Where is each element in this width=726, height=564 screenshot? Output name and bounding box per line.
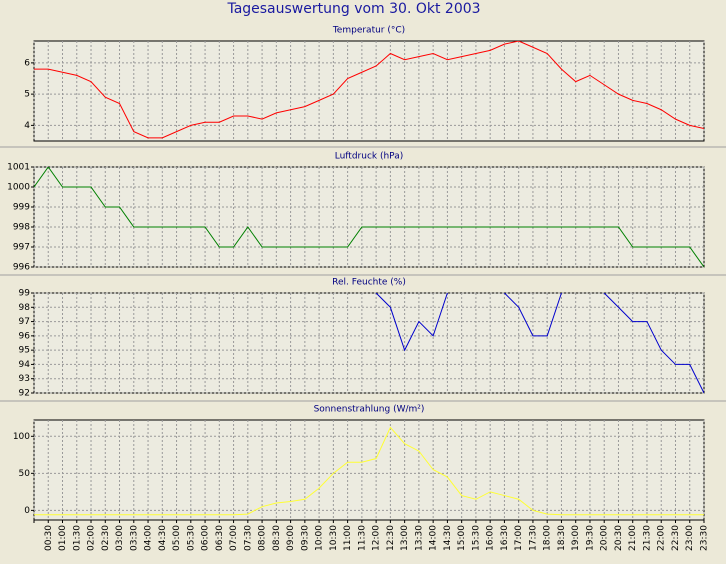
x-tick-label: 22:30 <box>671 525 681 551</box>
x-tick-label: 16:30 <box>500 525 510 551</box>
y-tick-label: 92 <box>19 389 30 399</box>
x-tick-label: 12:30 <box>386 525 396 551</box>
x-tick-label: 15:30 <box>471 525 481 551</box>
x-tick-label: 17:00 <box>514 525 524 551</box>
x-tick-label: 11:30 <box>357 525 367 551</box>
y-tick-label: 100 <box>13 432 30 442</box>
y-tick-label: 98 <box>19 303 31 313</box>
data-line <box>34 426 704 516</box>
y-tick-label: 50 <box>19 469 31 479</box>
chart-title: Rel. Feuchte (%) <box>332 278 406 288</box>
x-tick-label: 23:00 <box>685 525 695 551</box>
x-tick-label: 06:00 <box>201 525 211 551</box>
x-tick-label: 22:00 <box>657 525 667 551</box>
y-tick-label: 97 <box>19 317 30 327</box>
x-tick-label: 14:00 <box>429 525 439 551</box>
x-tick-label: 17:30 <box>528 525 538 551</box>
x-tick-label: 05:30 <box>186 525 196 551</box>
page-title: Tagesauswertung vom 30. Okt 2003 <box>226 1 480 17</box>
y-tick-label: 998 <box>13 223 30 233</box>
x-tick-label: 18:00 <box>543 525 553 551</box>
x-tick-label: 11:00 <box>343 525 353 551</box>
y-tick-label: 5 <box>24 90 30 100</box>
plot-area <box>33 419 705 521</box>
chart-title: Luftdruck (hPa) <box>335 152 404 162</box>
x-tick-label: 07:00 <box>229 525 239 551</box>
y-tick-label: 96 <box>19 331 31 341</box>
y-tick-label: 94 <box>19 360 31 370</box>
x-tick-label: 09:00 <box>286 525 296 551</box>
y-tick-label: 99 <box>19 289 31 299</box>
x-tick-label: 18:30 <box>557 525 567 551</box>
x-tick-label: 23:30 <box>700 525 710 551</box>
data-line <box>34 167 704 267</box>
y-tick-label: 996 <box>13 263 30 273</box>
x-tick-label: 01:00 <box>58 525 68 551</box>
y-tick-label: 997 <box>13 243 30 253</box>
data-line <box>34 41 704 139</box>
y-tick-label: 6 <box>24 58 30 68</box>
x-tick-label: 10:00 <box>315 525 325 551</box>
x-tick-label: 05:00 <box>172 525 182 551</box>
x-tick-label: 15:00 <box>457 525 467 551</box>
x-tick-label: 13:00 <box>400 525 410 551</box>
x-tick-label: 00:30 <box>44 525 54 551</box>
y-tick-label: 4 <box>24 121 30 131</box>
y-tick-label: 93 <box>19 374 30 384</box>
x-tick-label: 21:30 <box>642 525 652 551</box>
x-tick-label: 12:00 <box>372 525 382 551</box>
x-tick-label: 20:30 <box>614 525 624 551</box>
x-tick-label: 07:30 <box>243 525 253 551</box>
x-tick-label: 08:30 <box>272 525 282 551</box>
x-tick-label: 20:00 <box>600 525 610 551</box>
x-tick-label: 19:00 <box>571 525 581 551</box>
x-tick-label: 06:30 <box>215 525 225 551</box>
x-tick-label: 04:00 <box>144 525 154 551</box>
x-tick-label: 03:30 <box>129 525 139 551</box>
chart-title: Temperatur (°C) <box>332 26 405 36</box>
x-tick-label: 14:30 <box>443 525 453 551</box>
y-tick-label: 999 <box>13 203 30 213</box>
chart-title: Sonnenstrahlung (W/m²) <box>314 405 425 415</box>
x-tick-label: 01:30 <box>72 525 82 551</box>
y-tick-label: 1000 <box>7 183 30 193</box>
x-tick-label: 19:30 <box>585 525 595 551</box>
x-tick-label: 04:30 <box>158 525 168 551</box>
x-tick-label: 21:00 <box>628 525 638 551</box>
plot-area <box>33 292 705 394</box>
x-tick-label: 08:00 <box>258 525 268 551</box>
plot-area <box>33 166 705 268</box>
y-tick-label: 1001 <box>7 163 30 173</box>
y-tick-label: 0 <box>24 506 30 516</box>
x-tick-label: 09:30 <box>300 525 310 551</box>
x-tick-label: 02:00 <box>87 525 97 551</box>
x-tick-label: 10:30 <box>329 525 339 551</box>
x-tick-label: 16:00 <box>486 525 496 551</box>
x-tick-label: 13:30 <box>414 525 424 551</box>
plot-area <box>33 40 705 142</box>
x-tick-label: 02:30 <box>101 525 111 551</box>
y-tick-label: 95 <box>19 346 30 356</box>
x-tick-label: 03:00 <box>115 525 125 551</box>
